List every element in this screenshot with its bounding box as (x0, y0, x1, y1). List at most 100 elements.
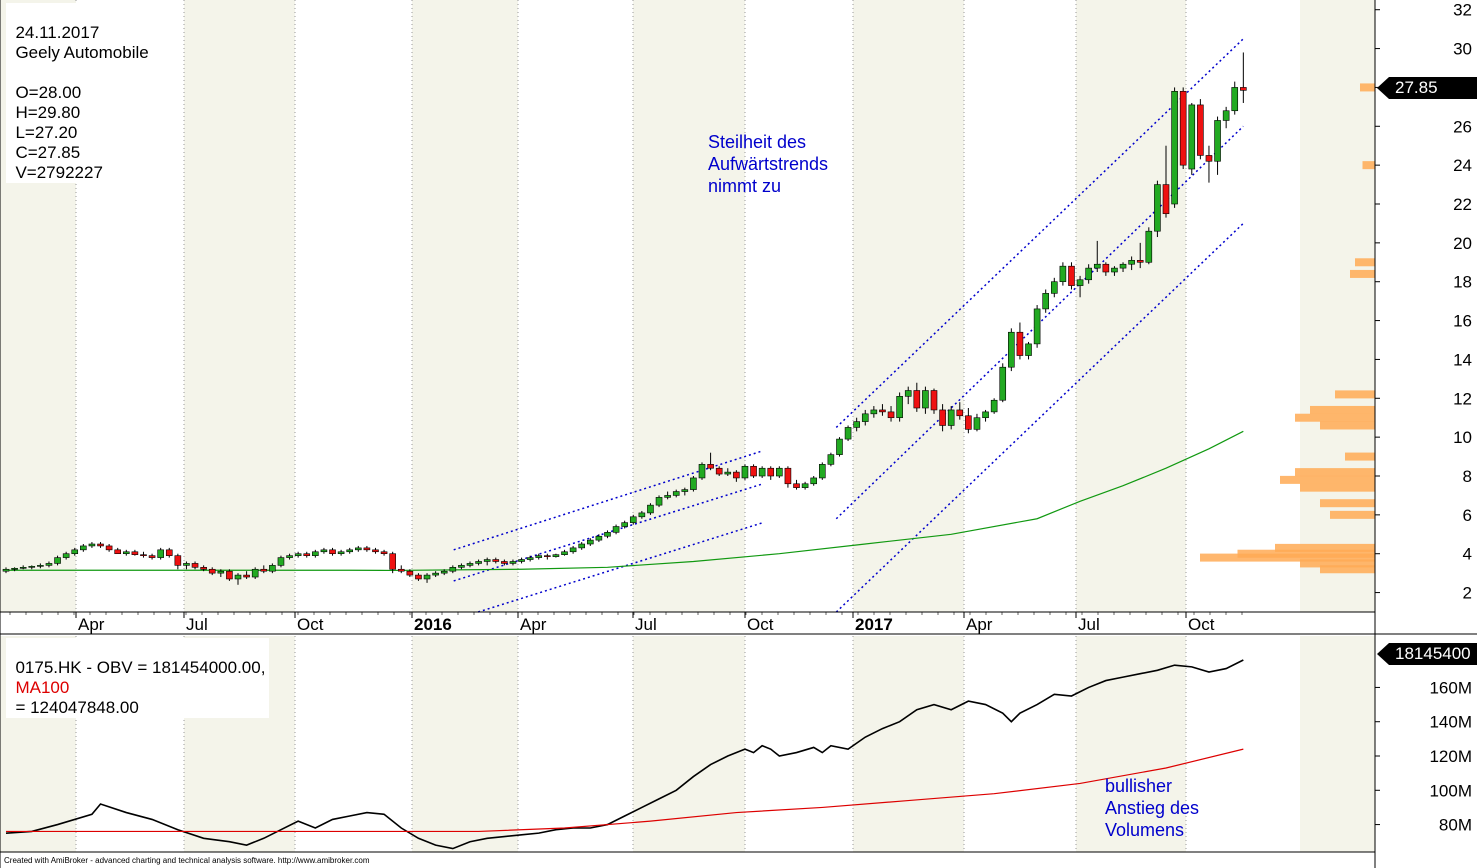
header-volume: V=2792227 (15, 163, 103, 182)
candle-up (904, 390, 912, 397)
x-tick-label: 2016 (414, 615, 452, 634)
footer-credit: Created with AmiBroker - advanced charti… (4, 856, 370, 865)
x-axis-labels: Apr Jul Oct 2016 Apr Jul Oct 2017 Apr Jul Oct (9, 612, 1243, 634)
band-obv (853, 636, 964, 852)
candle-down (329, 549, 336, 555)
candle-up (973, 417, 981, 430)
candle-down (965, 415, 972, 430)
price-header: 24.11.2017 Geely Automobile O=28.00 H=29… (6, 3, 155, 183)
candle-up (294, 553, 302, 556)
candle-up (741, 465, 749, 479)
volume-profile-bar (1360, 83, 1375, 92)
volume-profile-bar (1275, 543, 1375, 552)
price-tick-label: 22 (1453, 195, 1472, 214)
candle-up (1050, 281, 1058, 294)
volume-profile-bar (1280, 475, 1375, 484)
candle-down (397, 568, 405, 572)
obv-header-ma-label: MA100 (15, 678, 70, 697)
candle-down (1136, 260, 1144, 263)
candle-up (2, 568, 10, 572)
candle-up (1076, 279, 1084, 286)
x-tick-label: Oct (1188, 615, 1215, 634)
volume-profile-bar (1350, 269, 1375, 278)
candle-up (423, 574, 431, 580)
candle-up (801, 483, 809, 488)
volume-profile (1200, 83, 1375, 574)
vertical-gridlines (75, 0, 1187, 852)
x-tick-label: Jul (186, 615, 208, 634)
candle-up (45, 563, 53, 566)
candle-up (1111, 267, 1118, 273)
candle-down (415, 574, 422, 580)
candle-down (372, 549, 379, 553)
candle-down (793, 483, 800, 488)
price-tick-label: 4 (1463, 545, 1472, 564)
band-price (184, 0, 295, 612)
price-ma-line (6, 430, 1244, 572)
candle-up (776, 467, 783, 477)
candle-up (569, 547, 577, 553)
candle-down (1205, 155, 1213, 162)
candle-up (440, 570, 448, 574)
candle-up (1231, 87, 1239, 112)
candle-down (114, 549, 122, 555)
candle-up (54, 557, 61, 564)
candle-up (526, 557, 534, 560)
trend-line (453, 483, 764, 582)
candle-up (483, 559, 491, 562)
candle-up (844, 427, 852, 440)
candle-up (1008, 331, 1015, 368)
candle-up (836, 438, 843, 455)
header-open: O=28.00 (15, 83, 82, 102)
candle-up (286, 555, 293, 558)
candle-down (715, 467, 723, 475)
x-tick-label: Apr (966, 615, 993, 634)
candle-up (758, 467, 766, 477)
candle-down (243, 574, 250, 578)
candle-up (354, 547, 362, 551)
price-tick-label: 32 (1453, 1, 1472, 20)
candle-up (982, 411, 989, 419)
volume-profile-bar (1320, 499, 1375, 508)
band-obv (1076, 636, 1186, 852)
price-ma-layer (6, 430, 1244, 572)
candle-up (861, 413, 869, 422)
candle-up (1093, 263, 1101, 269)
candlestick-series (2, 52, 1247, 585)
band-price (412, 0, 518, 612)
candle-down (1102, 263, 1110, 273)
alternating-month-bands (0, 0, 1375, 852)
candle-up (853, 421, 860, 428)
candle-down (1179, 91, 1187, 166)
candle-up (999, 366, 1007, 401)
band-price (633, 0, 745, 612)
price-tick-label: 16 (1453, 312, 1472, 331)
obv-header-ma-value: = 124047848.00 (15, 698, 139, 717)
candle-down (165, 549, 173, 556)
obv-ma-line (6, 748, 1244, 833)
candle-up (37, 565, 44, 567)
candle-down (1240, 87, 1247, 91)
candle-up (19, 567, 27, 569)
candle-up (1085, 267, 1092, 281)
price-tick-label: 20 (1453, 234, 1472, 253)
candle-up (647, 504, 654, 514)
candle-up (1214, 120, 1221, 162)
volume-profile-bar (1310, 405, 1375, 414)
candle-up (28, 566, 36, 568)
candle-up (157, 549, 164, 558)
candle-up (947, 409, 955, 426)
candle-up (664, 495, 671, 498)
candle-up (1042, 293, 1050, 310)
candle-down (380, 551, 388, 555)
candle-up (518, 559, 525, 562)
candle-down (1068, 265, 1075, 286)
price-tick-label: 24 (1453, 156, 1472, 175)
volume-profile-bar (1237, 549, 1375, 558)
obv-tick-label: 160M (1429, 678, 1472, 697)
candle-down (406, 570, 414, 576)
volume-profile-bar (1320, 565, 1375, 574)
last-obv-tag: 18145400 (1377, 643, 1477, 665)
volume-profile-bar (1295, 413, 1375, 422)
